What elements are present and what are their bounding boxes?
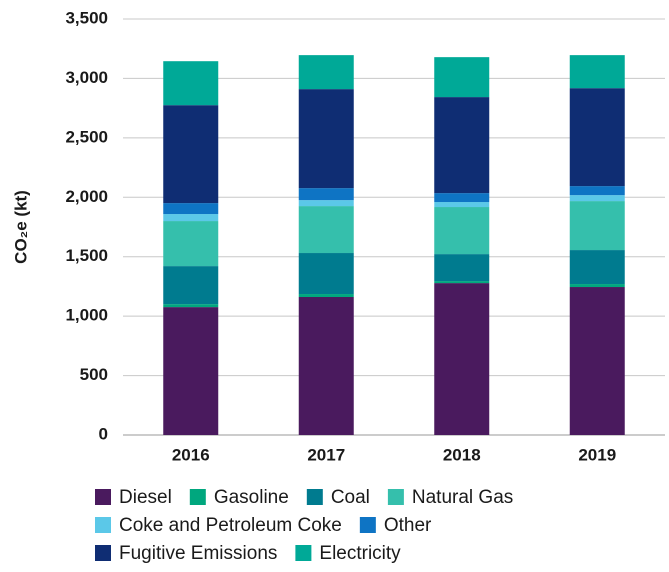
bar-segment bbox=[298, 206, 354, 254]
legend-swatch bbox=[295, 545, 312, 561]
bar-segment bbox=[298, 55, 354, 90]
bar-segment bbox=[434, 202, 490, 208]
bar-segment bbox=[569, 88, 625, 187]
bar-segment bbox=[163, 221, 219, 267]
bar-segment bbox=[163, 105, 219, 204]
legend-swatch bbox=[306, 489, 323, 505]
y-tick-label: 500 bbox=[80, 365, 108, 384]
bar-segment bbox=[298, 297, 354, 435]
legend-label: Other bbox=[384, 515, 432, 536]
y-tick-label: 3,500 bbox=[65, 8, 108, 27]
x-tick-label: 2018 bbox=[443, 445, 481, 464]
legend-swatch bbox=[95, 545, 111, 561]
legend-label: Electricity bbox=[319, 543, 401, 564]
bar-segment bbox=[569, 284, 625, 288]
y-axis-label: CO₂e (kt) bbox=[11, 190, 30, 264]
bar-segment bbox=[298, 294, 354, 298]
bar-segment bbox=[298, 200, 354, 207]
legend-label: Coal bbox=[331, 487, 370, 508]
legend-label: Fugitive Emissions bbox=[119, 543, 277, 564]
bar-segment bbox=[434, 207, 490, 255]
bar-segment bbox=[298, 89, 354, 189]
legend-swatch bbox=[95, 489, 111, 505]
legend-swatch bbox=[95, 517, 111, 533]
bar-segment bbox=[569, 186, 625, 196]
bar-segment bbox=[569, 55, 625, 89]
legend-swatch bbox=[359, 517, 376, 533]
bar-segment bbox=[569, 287, 625, 435]
bar-segment bbox=[434, 97, 490, 194]
legend-swatch bbox=[189, 489, 206, 505]
bar-segment bbox=[434, 57, 490, 98]
legend-label: Natural Gas bbox=[412, 487, 513, 508]
y-tick-label: 3,000 bbox=[65, 68, 108, 87]
x-tick-label: 2019 bbox=[578, 445, 616, 464]
bar-segment bbox=[434, 281, 490, 284]
bar-segment bbox=[163, 307, 219, 435]
bar-segment bbox=[434, 283, 490, 435]
x-tick-label: 2016 bbox=[172, 445, 210, 464]
bar-segment bbox=[569, 201, 625, 251]
y-tick-label: 2,500 bbox=[65, 127, 108, 146]
bar-segment bbox=[569, 195, 625, 202]
bar-segment bbox=[434, 254, 490, 282]
x-tick-label: 2017 bbox=[307, 445, 345, 464]
bar-segment bbox=[569, 250, 625, 285]
y-tick-label: 1,000 bbox=[65, 306, 108, 325]
legend-label: Coke and Petroleum Coke bbox=[119, 515, 342, 536]
bar-segment bbox=[163, 214, 219, 222]
bar-segment bbox=[163, 266, 219, 305]
bar-segment bbox=[298, 188, 354, 201]
bar-segment bbox=[163, 203, 219, 215]
y-tick-label: 0 bbox=[99, 424, 108, 443]
bar-segment bbox=[298, 253, 354, 295]
legend-label: Diesel bbox=[119, 487, 172, 508]
legend-swatch bbox=[387, 489, 404, 505]
bar-segment bbox=[434, 193, 490, 203]
bar-segment bbox=[163, 61, 219, 106]
y-tick-label: 2,000 bbox=[65, 187, 108, 206]
bar-segment bbox=[163, 304, 219, 308]
legend-label: Gasoline bbox=[214, 487, 289, 508]
y-tick-label: 1,500 bbox=[65, 246, 108, 265]
